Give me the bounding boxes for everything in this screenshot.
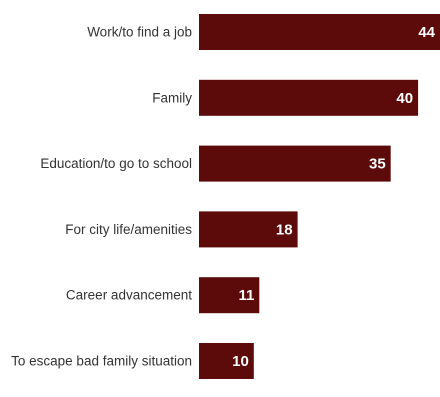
bar-1: [199, 79, 419, 116]
value-label-1: 40: [396, 90, 413, 107]
bar-2: [199, 145, 391, 182]
value-label-5: 10: [232, 353, 249, 370]
category-label-2: Education/to go to school: [40, 156, 192, 171]
category-label-4: Career advancement: [66, 288, 192, 303]
value-label-0: 44: [418, 24, 435, 41]
category-labels-group: Work/to find a job Family Education/to go …: [11, 25, 192, 369]
bars-group: [199, 14, 440, 379]
value-label-3: 18: [276, 221, 293, 238]
category-label-5: To escape bad family situation: [11, 354, 192, 369]
bar-3: [199, 211, 298, 248]
value-label-2: 35: [369, 156, 386, 173]
category-label-3: For city life/amenities: [65, 222, 192, 237]
bar-4: [199, 277, 260, 314]
category-label-1: Family: [152, 90, 192, 105]
value-labels-group: 44 40 35 18 11 10: [232, 24, 436, 370]
category-label-0: Work/to find a job: [87, 25, 192, 40]
bar-0: [199, 14, 440, 50]
value-label-4: 11: [238, 287, 254, 304]
bar-5: [199, 343, 254, 379]
